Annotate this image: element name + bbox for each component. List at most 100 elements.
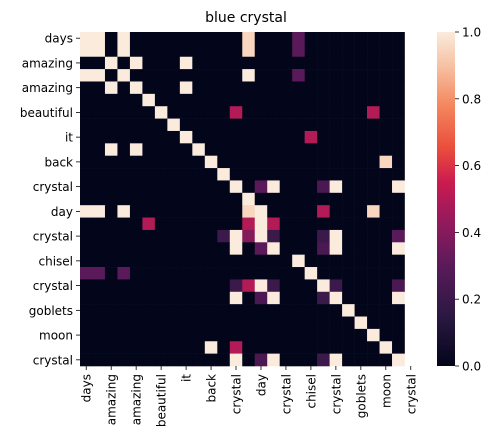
heatmap-cell — [317, 118, 330, 132]
heatmap-cell — [80, 291, 93, 305]
heatmap-cell — [142, 353, 156, 367]
heatmap-cell — [217, 81, 231, 95]
heatmap-cell — [129, 254, 143, 268]
heatmap-cell — [167, 267, 181, 280]
heatmap-cell — [354, 69, 368, 82]
heatmap-cell — [117, 69, 131, 82]
heatmap-cell — [92, 81, 106, 95]
heatmap-cell — [142, 242, 156, 255]
heatmap-cell — [292, 242, 305, 255]
heatmap-cell — [179, 341, 193, 354]
heatmap-cell — [392, 93, 405, 107]
heatmap-cell — [229, 279, 243, 293]
heatmap-cell — [117, 180, 131, 194]
heatmap-cell — [379, 106, 393, 119]
heatmap-cell — [217, 254, 231, 268]
heatmap-cell — [154, 168, 168, 181]
heatmap-cell — [217, 341, 231, 354]
heatmap-cell — [242, 168, 256, 181]
heatmap-cell — [229, 205, 243, 218]
colorbar-tick-label: 0.2 — [462, 293, 481, 307]
heatmap-cell — [167, 69, 181, 82]
heatmap-cell — [192, 56, 206, 70]
heatmap-cell — [342, 316, 355, 330]
heatmap-cell — [217, 44, 231, 58]
heatmap-cell — [142, 106, 156, 119]
heatmap-cell — [379, 242, 393, 255]
heatmap-cell — [204, 81, 218, 95]
heatmap-cell — [317, 155, 330, 169]
y-tick-label: crystal — [33, 279, 73, 293]
heatmap-cell — [142, 229, 156, 243]
heatmap-cell — [167, 328, 181, 342]
heatmap-cell — [292, 130, 305, 144]
heatmap-cell — [379, 155, 393, 169]
heatmap-cell — [217, 229, 231, 243]
heatmap-cell — [254, 229, 268, 243]
heatmap-cell — [104, 254, 118, 268]
heatmap-cell — [392, 118, 405, 132]
heatmap-cell — [104, 56, 118, 70]
heatmap-cell — [92, 205, 106, 218]
heatmap-cell — [354, 341, 368, 354]
heatmap-cell — [179, 69, 193, 82]
heatmap-cell — [342, 229, 355, 243]
heatmap-cell — [354, 93, 368, 107]
heatmap-cell — [354, 267, 368, 280]
heatmap-cell — [192, 205, 206, 218]
heatmap-cell — [204, 353, 218, 367]
y-tick-label: chisel — [38, 254, 73, 268]
heatmap-cell — [129, 81, 143, 95]
heatmap-cell — [92, 44, 106, 58]
heatmap-cell — [254, 291, 268, 305]
heatmap-cell — [379, 341, 393, 354]
heatmap-cell — [142, 328, 156, 342]
heatmap-cell — [117, 217, 131, 231]
heatmap-cell — [367, 254, 380, 268]
heatmap-cell — [367, 69, 380, 82]
heatmap-cell — [317, 81, 330, 95]
heatmap-cell — [354, 155, 368, 169]
heatmap-cell — [242, 192, 256, 206]
heatmap-cell — [329, 93, 343, 107]
heatmap-cell — [229, 267, 243, 280]
heatmap-cell — [80, 229, 93, 243]
heatmap-cell — [242, 205, 256, 218]
heatmap-cell — [267, 229, 280, 243]
y-axis: days amazing amazing beautiful it back crystal… — [20, 32, 80, 367]
heatmap-cell — [117, 93, 131, 107]
heatmap-cell — [154, 143, 168, 156]
heatmap-cell — [342, 205, 355, 218]
heatmap-cell — [179, 168, 193, 181]
heatmap-cell — [167, 242, 181, 255]
heatmap-cell — [204, 106, 218, 119]
heatmap-cell — [179, 81, 193, 95]
heatmap-cell — [92, 341, 106, 354]
x-tick-label: beautiful — [155, 374, 169, 427]
heatmap-cell — [367, 328, 380, 342]
heatmap-cell — [342, 304, 355, 317]
heatmap-cell — [92, 229, 106, 243]
heatmap-cell — [342, 291, 355, 305]
heatmap-cell — [329, 130, 343, 144]
heatmap-cell — [317, 44, 330, 58]
heatmap-cell — [329, 192, 343, 206]
heatmap-cell — [167, 155, 181, 169]
heatmap-cell — [392, 81, 405, 95]
heatmap-cell — [379, 279, 393, 293]
heatmap-cell — [342, 44, 355, 58]
heatmap-cell — [279, 254, 293, 268]
heatmap-cell — [292, 254, 305, 268]
heatmap-cell — [317, 341, 330, 354]
heatmap-cell — [342, 267, 355, 280]
heatmap-cell — [167, 168, 181, 181]
heatmap-cell — [80, 106, 93, 119]
heatmap-cell — [367, 291, 380, 305]
heatmap-cell — [342, 69, 355, 82]
heatmap-cell — [292, 291, 305, 305]
heatmap-cell — [142, 217, 156, 231]
heatmap-cell — [104, 118, 118, 132]
heatmap-cell — [292, 279, 305, 293]
colorbar-axis: 0.0 0.2 0.4 0.6 0.8 1.0 — [455, 26, 481, 374]
heatmap-cell — [392, 254, 405, 268]
